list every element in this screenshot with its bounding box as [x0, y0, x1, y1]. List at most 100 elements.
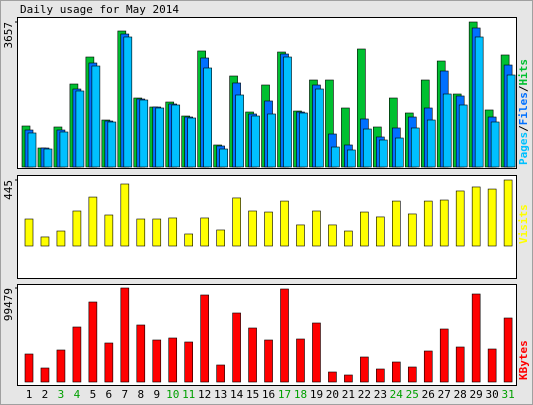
bar	[251, 115, 260, 168]
x-tick-label: 24	[390, 388, 404, 401]
bar	[392, 361, 401, 383]
x-tick-label: 4	[74, 388, 81, 401]
bar	[104, 214, 114, 247]
x-tick-label: 9	[153, 388, 160, 401]
bar	[152, 339, 162, 383]
bar	[200, 217, 209, 247]
legend-entry: Visits	[517, 204, 530, 244]
bar	[27, 132, 37, 168]
bar	[410, 127, 420, 168]
x-tick-label: 15	[246, 388, 259, 401]
bar	[184, 341, 193, 383]
bar	[24, 218, 34, 247]
x-tick-label: 10	[166, 388, 179, 401]
bar	[296, 224, 305, 247]
bar	[216, 364, 225, 383]
bar	[503, 317, 513, 383]
bar	[360, 211, 369, 247]
bar	[235, 94, 244, 168]
bar	[344, 230, 353, 247]
bar	[139, 99, 149, 168]
bar	[152, 218, 162, 247]
x-tick-label: 18	[294, 388, 307, 401]
bar	[503, 179, 513, 247]
x-tick-label: 21	[342, 388, 355, 401]
bar	[56, 230, 66, 247]
bar	[88, 196, 98, 247]
bar	[379, 139, 388, 168]
x-tick-label: 12	[198, 388, 211, 401]
x-tick-label: 26	[422, 388, 435, 401]
x-tick-label: 11	[182, 388, 195, 401]
x-tick-label: 28	[454, 388, 467, 401]
bar	[458, 104, 468, 168]
legend: Pages/Files/Hits	[517, 59, 530, 165]
legend: KBytes	[517, 340, 530, 380]
legend-entry: Pages	[517, 132, 530, 165]
bar	[264, 339, 273, 383]
bar	[487, 348, 497, 383]
bar	[426, 119, 436, 168]
bar	[280, 288, 289, 383]
bar	[344, 374, 353, 383]
x-tick-label: 25	[406, 388, 419, 401]
bar	[423, 200, 433, 247]
bar	[155, 107, 165, 168]
bar	[376, 216, 385, 247]
bar	[280, 200, 289, 247]
bar	[248, 210, 257, 247]
bar	[40, 236, 50, 247]
x-tick-label: 1	[26, 388, 33, 401]
bar	[200, 294, 209, 383]
y-tick-label: 445	[2, 180, 15, 200]
bar	[120, 183, 130, 247]
x-tick-label: 6	[106, 388, 113, 401]
x-tick-label: 23	[374, 388, 387, 401]
bar	[91, 65, 101, 168]
bar	[187, 117, 196, 168]
y-tick-label: 99479	[2, 288, 15, 321]
bar	[471, 186, 481, 247]
x-tick-label: 16	[262, 388, 275, 401]
bar	[75, 90, 85, 168]
x-tick-label: 8	[137, 388, 144, 401]
x-tick-label: 3	[58, 388, 65, 401]
bar	[439, 328, 449, 383]
x-tick-label: 17	[278, 388, 291, 401]
bar	[72, 210, 82, 247]
x-tick-label: 14	[230, 388, 244, 401]
bar	[506, 74, 516, 168]
y-tick-label: 3657	[2, 22, 15, 49]
bar	[232, 312, 241, 383]
x-tick-label: 22	[358, 388, 371, 401]
x-tick-label: 5	[90, 388, 97, 401]
bar	[203, 67, 212, 168]
bar	[40, 367, 50, 383]
bar	[184, 233, 193, 247]
bar	[407, 213, 417, 247]
x-tick-label: 7	[122, 388, 129, 401]
bar	[474, 36, 484, 168]
bar	[299, 112, 308, 168]
bar	[219, 148, 228, 168]
bar	[455, 190, 465, 247]
x-tick-label: 30	[486, 388, 499, 401]
x-tick-label: 27	[438, 388, 451, 401]
legend-separator: /	[517, 85, 530, 92]
legend-entry: Files	[517, 92, 530, 125]
bar	[296, 338, 305, 383]
bar	[88, 301, 98, 383]
bar	[59, 131, 69, 168]
bar	[312, 322, 321, 383]
bar	[455, 346, 465, 383]
x-tick-label: 31	[501, 388, 514, 401]
bar	[312, 210, 321, 247]
bar	[328, 224, 337, 247]
legend-entry: KBytes	[517, 340, 530, 380]
x-tick-label: 20	[326, 388, 339, 401]
bar	[72, 326, 82, 383]
bar	[248, 327, 257, 383]
x-tick-label: 19	[310, 388, 323, 401]
